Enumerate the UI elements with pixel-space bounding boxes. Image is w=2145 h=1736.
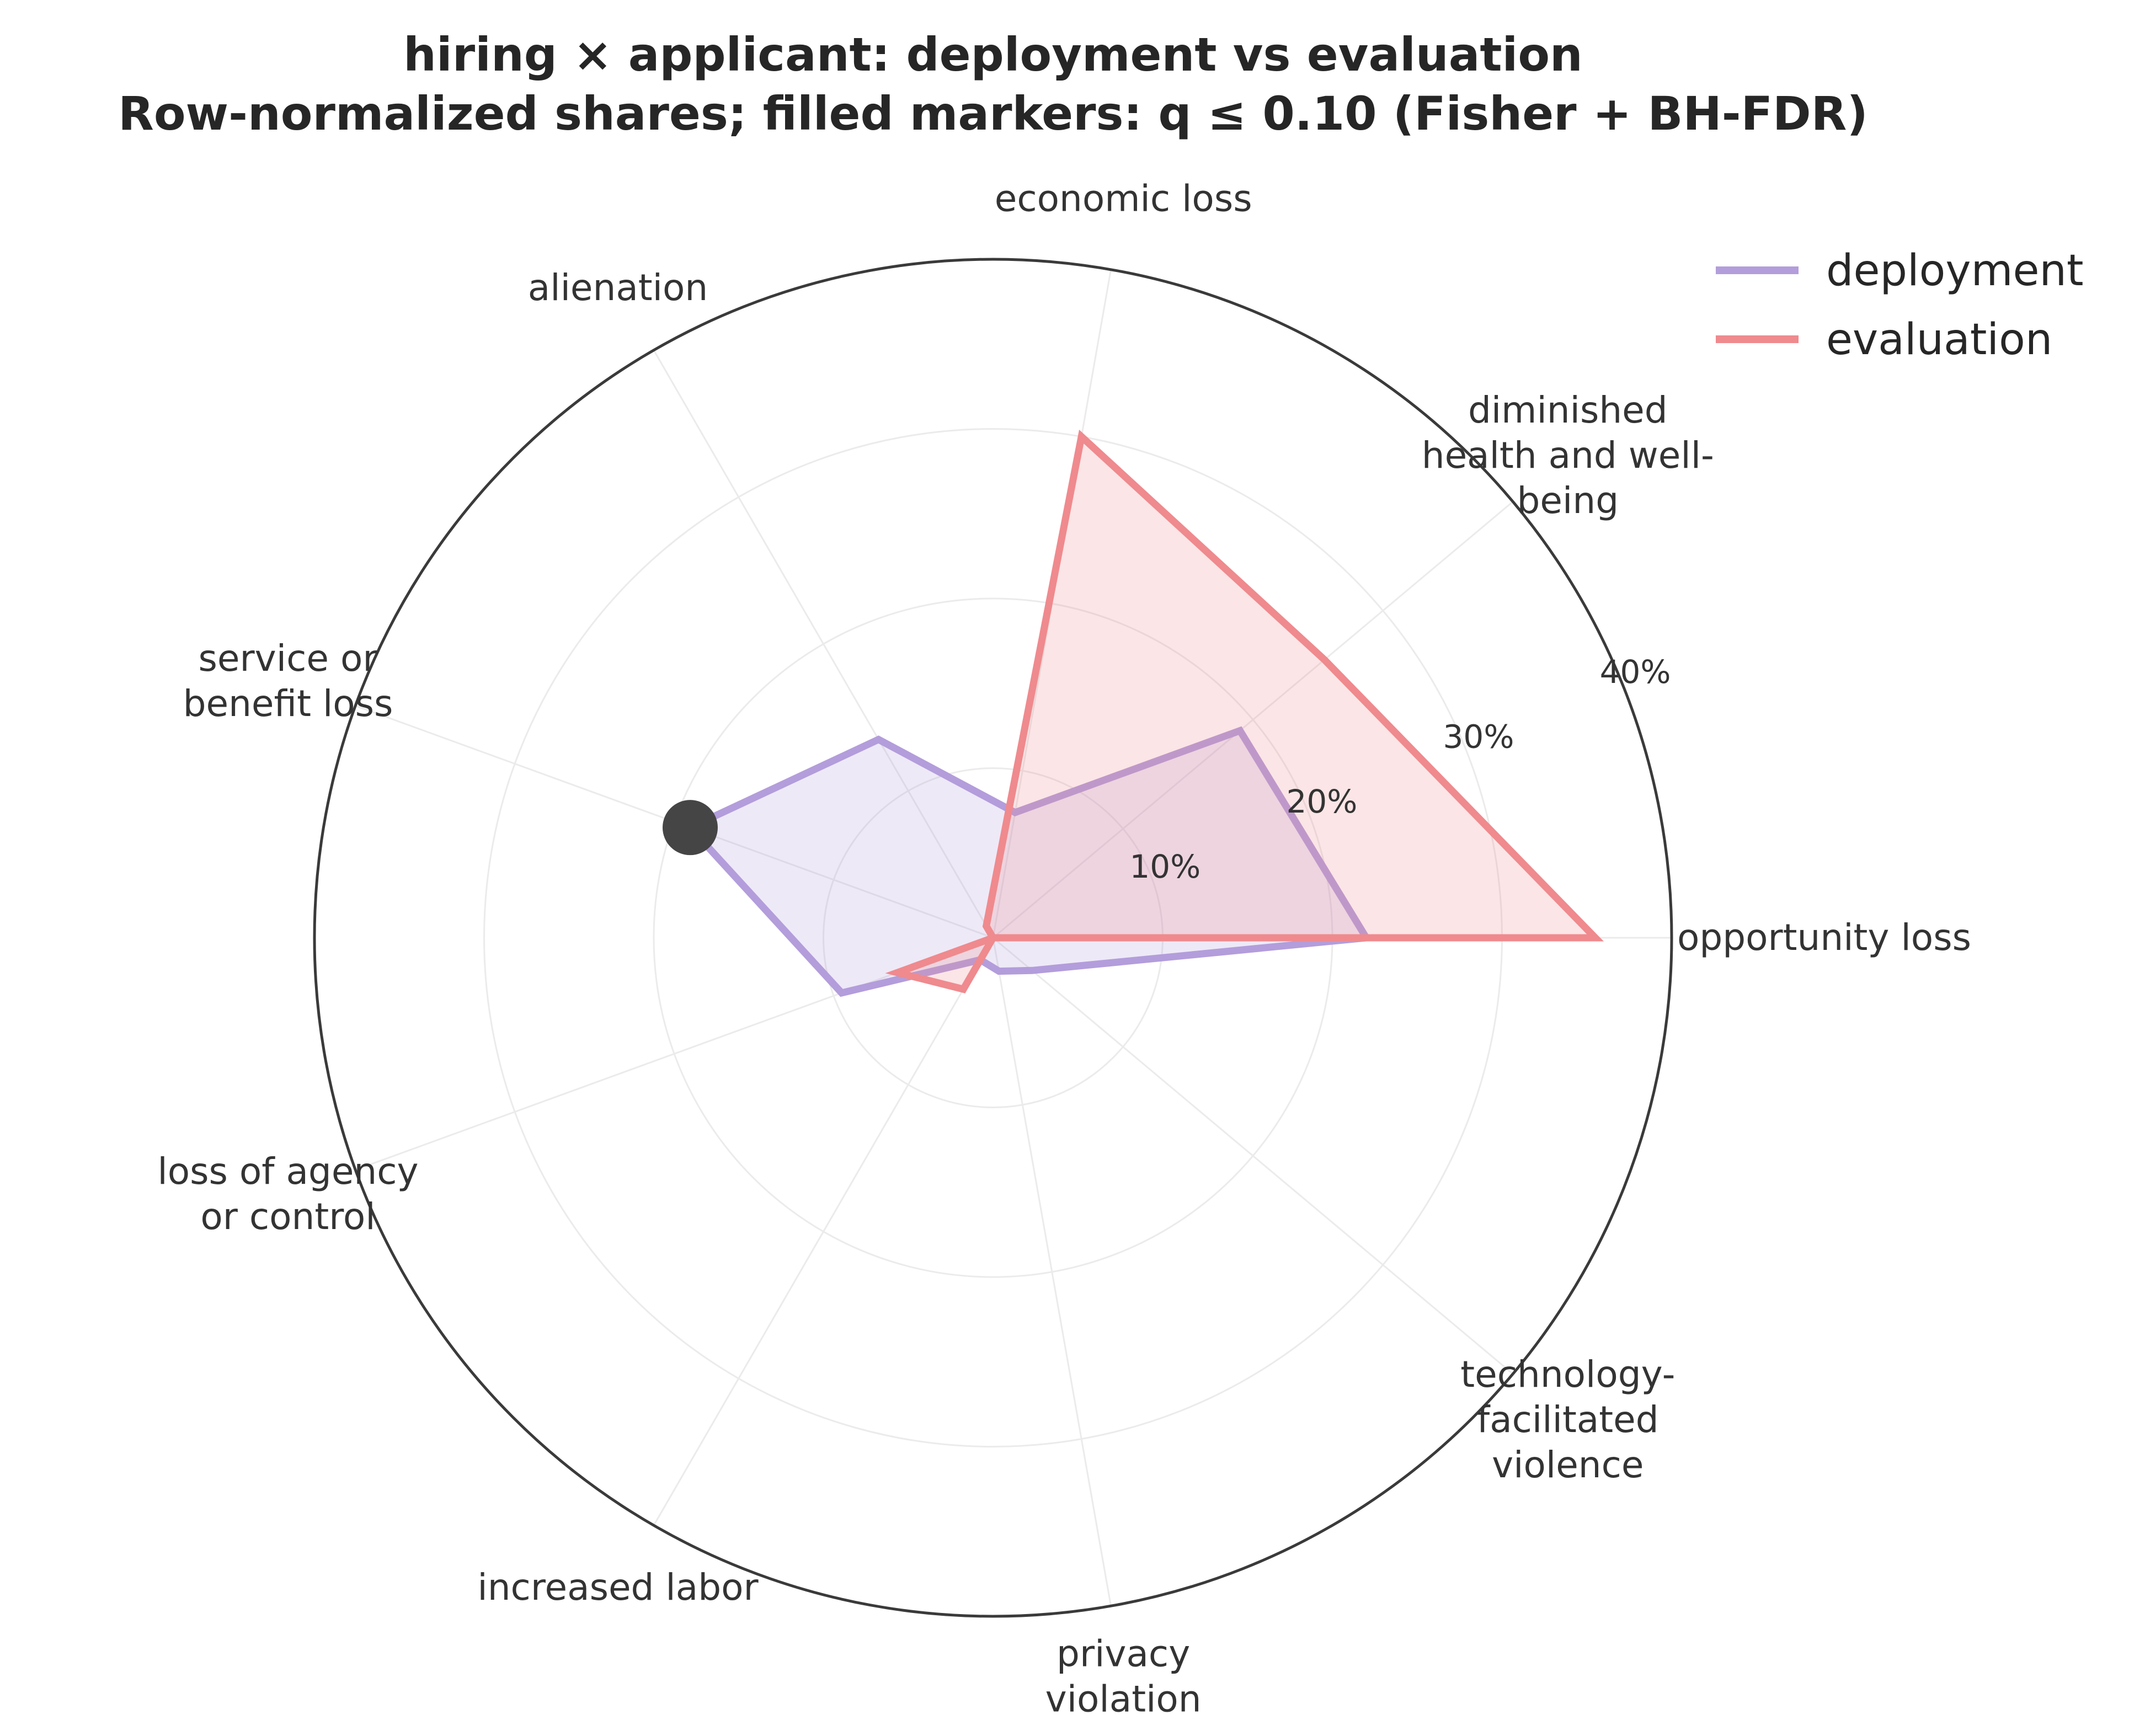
category-label-line: alienation [528, 266, 708, 309]
outer-ring [313, 258, 1673, 1618]
radial-tick-label: 10% [1129, 848, 1200, 885]
series-line-evaluation [885, 429, 1604, 993]
radial-tick-label: 20% [1286, 783, 1357, 820]
spoke-line [355, 937, 994, 1171]
series-fill-deployment [690, 730, 1367, 993]
category-label-line: facilitated [1477, 1398, 1659, 1441]
radial-tick-labels: 10% 20% 30% 40% [1129, 653, 1671, 885]
spoke-line [993, 501, 1514, 939]
radial-tick-label: 30% [1443, 718, 1514, 755]
spoke-line [653, 350, 994, 938]
category-label-line: diminished [1468, 389, 1668, 431]
category-label-line: benefit loss [183, 682, 393, 725]
radial-tick-label: 40% [1600, 653, 1671, 691]
category-label: opportunity loss [1677, 916, 1971, 959]
chart-title-line-2: Row-normalized shares; filled markers: q… [118, 87, 1868, 141]
significance-marker [662, 800, 718, 856]
spoke-line [993, 937, 1514, 1375]
series-fill-evaluation [897, 436, 1596, 990]
category-label-line: increased labor [477, 1566, 759, 1609]
category-label-line: being [1517, 479, 1619, 522]
legend-label-deployment: deployment [1826, 246, 2084, 296]
legend: deployment evaluation [1716, 246, 2084, 365]
series-line-deployment [684, 726, 1373, 997]
category-label-line: violation [1045, 1678, 1202, 1720]
category-label-line: service or [199, 637, 378, 680]
polar-grid [313, 258, 1673, 1618]
spoke-line [992, 937, 1112, 1606]
category-label-line: technology- [1460, 1353, 1675, 1396]
category-label: increased labor [477, 1566, 759, 1609]
category-label-line: opportunity loss [1677, 916, 1971, 959]
category-label-line: health and well- [1422, 434, 1714, 477]
category-label: economic loss [995, 178, 1252, 220]
category-label-line: economic loss [995, 178, 1252, 220]
series-layer [684, 429, 1604, 997]
significance-markers [662, 800, 718, 856]
legend-label-evaluation: evaluation [1826, 315, 2052, 365]
spoke-line [653, 937, 994, 1526]
category-label-line: violence [1492, 1444, 1644, 1486]
chart-title-line-1: hiring × applicant: deployment vs evalua… [403, 28, 1583, 82]
category-label-line: privacy [1057, 1632, 1190, 1675]
category-label-line: or control [200, 1195, 375, 1238]
category-label: alienation [528, 266, 708, 309]
category-label-line: loss of agency [157, 1150, 418, 1193]
